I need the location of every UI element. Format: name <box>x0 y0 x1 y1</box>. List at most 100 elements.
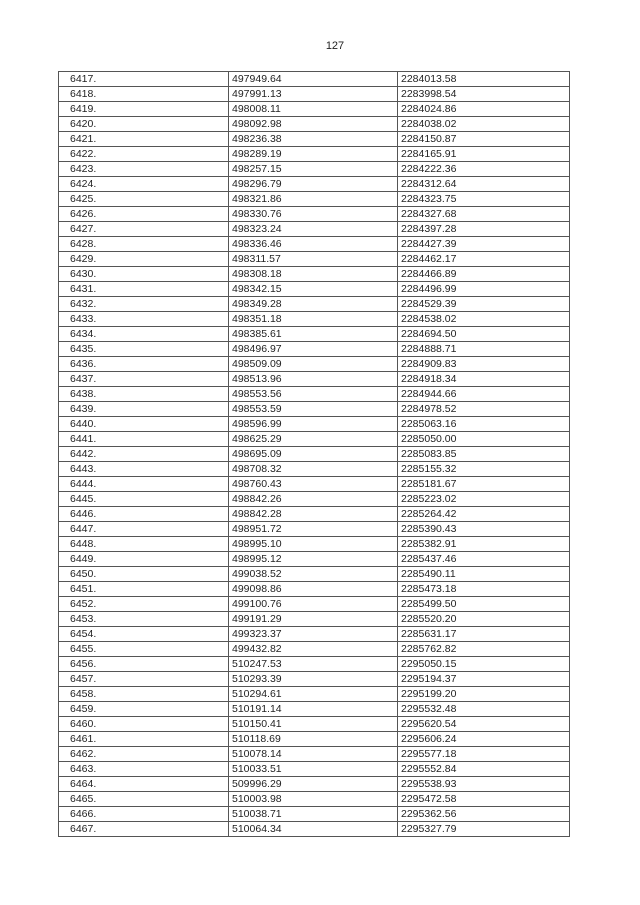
x-coordinate-cell: 510064.34 <box>228 821 398 837</box>
row-number-cell: 6444. <box>58 476 229 492</box>
y-coordinate-cell: 2295327.79 <box>397 821 570 837</box>
x-coordinate-cell: 498296.79 <box>228 176 398 192</box>
x-coordinate-cell: 498625.29 <box>228 431 398 447</box>
y-coordinate-cell: 2295050.15 <box>397 656 570 672</box>
x-coordinate-cell: 499038.52 <box>228 566 398 582</box>
row-number-cell: 6450. <box>58 566 229 582</box>
row-number-cell: 6442. <box>58 446 229 462</box>
x-coordinate-cell: 498760.43 <box>228 476 398 492</box>
table-row: 6421. 498236.38 2284150.87 <box>58 131 570 147</box>
x-coordinate-cell: 498496.97 <box>228 341 398 357</box>
row-number-cell: 6429. <box>58 251 229 267</box>
x-coordinate-cell: 510191.14 <box>228 701 398 717</box>
x-coordinate-cell: 498321.86 <box>228 191 398 207</box>
table-row: 6454. 499323.37 2285631.17 <box>58 626 570 642</box>
table-row: 6439. 498553.59 2284978.52 <box>58 401 570 417</box>
y-coordinate-cell: 2284888.71 <box>397 341 570 357</box>
row-number-cell: 6461. <box>58 731 229 747</box>
x-coordinate-cell: 499191.29 <box>228 611 398 627</box>
y-coordinate-cell: 2284496.99 <box>397 281 570 297</box>
row-number-cell: 6430. <box>58 266 229 282</box>
y-coordinate-cell: 2284323.75 <box>397 191 570 207</box>
y-coordinate-cell: 2284397.28 <box>397 221 570 237</box>
row-number-cell: 6459. <box>58 701 229 717</box>
table-row: 6461. 510118.69 2295606.24 <box>58 731 570 747</box>
table-row: 6417. 497949.64 2284013.58 <box>58 71 570 87</box>
y-coordinate-cell: 2284150.87 <box>397 131 570 147</box>
x-coordinate-cell: 509996.29 <box>228 776 398 792</box>
y-coordinate-cell: 2284918.34 <box>397 371 570 387</box>
row-number-cell: 6417. <box>58 71 229 87</box>
row-number-cell: 6454. <box>58 626 229 642</box>
table-row: 6419. 498008.11 2284024.86 <box>58 101 570 117</box>
x-coordinate-cell: 499323.37 <box>228 626 398 642</box>
x-coordinate-cell: 498342.15 <box>228 281 398 297</box>
row-number-cell: 6423. <box>58 161 229 177</box>
row-number-cell: 6460. <box>58 716 229 732</box>
table-row: 6432. 498349.28 2284529.39 <box>58 296 570 312</box>
y-coordinate-cell: 2284222.36 <box>397 161 570 177</box>
y-coordinate-cell: 2295199.20 <box>397 686 570 702</box>
y-coordinate-cell: 2285437.46 <box>397 551 570 567</box>
row-number-cell: 6421. <box>58 131 229 147</box>
y-coordinate-cell: 2285520.20 <box>397 611 570 627</box>
table-body: 6417. 497949.64 2284013.58 6418. 497991.13 22… <box>58 71 570 837</box>
x-coordinate-cell: 498323.24 <box>228 221 398 237</box>
table-row: 6426. 498330.76 2284327.68 <box>58 206 570 222</box>
table-row: 6458. 510294.61 2295199.20 <box>58 686 570 702</box>
table-row: 6444. 498760.43 2285181.67 <box>58 476 570 492</box>
y-coordinate-cell: 2284538.02 <box>397 311 570 327</box>
row-number-cell: 6448. <box>58 536 229 552</box>
y-coordinate-cell: 2285083.85 <box>397 446 570 462</box>
row-number-cell: 6422. <box>58 146 229 162</box>
y-coordinate-cell: 2284978.52 <box>397 401 570 417</box>
table-row: 6436. 498509.09 2284909.83 <box>58 356 570 372</box>
table-row: 6443. 498708.32 2285155.32 <box>58 461 570 477</box>
x-coordinate-cell: 498351.18 <box>228 311 398 327</box>
table-row: 6418. 497991.13 2283998.54 <box>58 86 570 102</box>
table-row: 6450. 499038.52 2285490.11 <box>58 566 570 582</box>
x-coordinate-cell: 498349.28 <box>228 296 398 312</box>
y-coordinate-cell: 2284312.64 <box>397 176 570 192</box>
row-number-cell: 6440. <box>58 416 229 432</box>
y-coordinate-cell: 2284944.66 <box>397 386 570 402</box>
table-row: 6440. 498596.99 2285063.16 <box>58 416 570 432</box>
table-row: 6447. 498951.72 2285390.43 <box>58 521 570 537</box>
y-coordinate-cell: 2284529.39 <box>397 296 570 312</box>
y-coordinate-cell: 2284462.17 <box>397 251 570 267</box>
table-row: 6437. 498513.96 2284918.34 <box>58 371 570 387</box>
x-coordinate-cell: 498708.32 <box>228 461 398 477</box>
coordinates-table: 6417. 497949.64 2284013.58 6418. 497991.13 22… <box>58 71 570 837</box>
y-coordinate-cell: 2284327.68 <box>397 206 570 222</box>
table-row: 6451. 499098.86 2285473.18 <box>58 581 570 597</box>
table-row: 6430. 498308.18 2284466.89 <box>58 266 570 282</box>
x-coordinate-cell: 498008.11 <box>228 101 398 117</box>
y-coordinate-cell: 2295538.93 <box>397 776 570 792</box>
y-coordinate-cell: 2295552.84 <box>397 761 570 777</box>
x-coordinate-cell: 498092.98 <box>228 116 398 132</box>
row-number-cell: 6437. <box>58 371 229 387</box>
row-number-cell: 6455. <box>58 641 229 657</box>
row-number-cell: 6456. <box>58 656 229 672</box>
x-coordinate-cell: 498311.57 <box>228 251 398 267</box>
row-number-cell: 6467. <box>58 821 229 837</box>
row-number-cell: 6449. <box>58 551 229 567</box>
table-row: 6420. 498092.98 2284038.02 <box>58 116 570 132</box>
x-coordinate-cell: 510150.41 <box>228 716 398 732</box>
x-coordinate-cell: 499100.76 <box>228 596 398 612</box>
y-coordinate-cell: 2284427.39 <box>397 236 570 252</box>
y-coordinate-cell: 2295606.24 <box>397 731 570 747</box>
table-row: 6462. 510078.14 2295577.18 <box>58 746 570 762</box>
x-coordinate-cell: 510003.98 <box>228 791 398 807</box>
x-coordinate-cell: 510118.69 <box>228 731 398 747</box>
row-number-cell: 6443. <box>58 461 229 477</box>
x-coordinate-cell: 498995.10 <box>228 536 398 552</box>
row-number-cell: 6463. <box>58 761 229 777</box>
y-coordinate-cell: 2295362.56 <box>397 806 570 822</box>
x-coordinate-cell: 498289.19 <box>228 146 398 162</box>
table-row: 6467. 510064.34 2295327.79 <box>58 821 570 837</box>
table-row: 6422. 498289.19 2284165.91 <box>58 146 570 162</box>
table-row: 6457. 510293.39 2295194.37 <box>58 671 570 687</box>
table-row: 6435. 498496.97 2284888.71 <box>58 341 570 357</box>
table-row: 6446. 498842.28 2285264.42 <box>58 506 570 522</box>
